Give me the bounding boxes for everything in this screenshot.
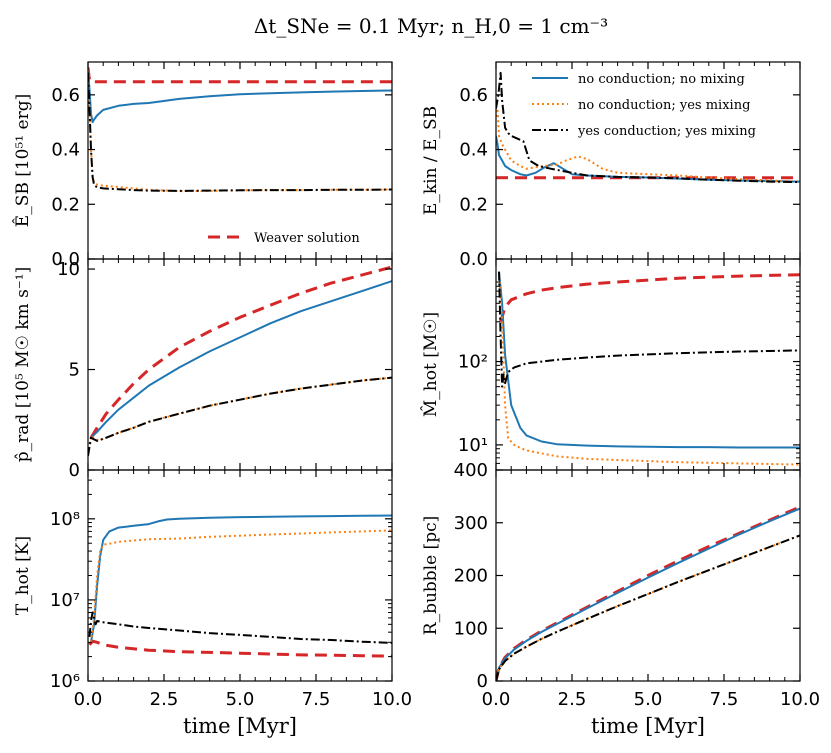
x-tick-label: 2.5 [150,689,179,710]
panel-esb: 0.0 0.2 0.4 0.6 Ê_SB [10⁵¹ erg] Weaver soluti… [12,61,393,270]
y-tick-label: 0.4 [51,140,80,161]
series-line-no-cond-no-mix [496,507,800,681]
legend: no conduction; no mixing no conduction; y… [532,72,756,139]
series-line-no-cond-no-mix [90,280,392,439]
y-axis-label: Ê_SB [10⁵¹ erg] [12,94,33,227]
series-group [496,71,800,184]
panel-rbubble: 0 100 200 300 400 0.0 2.5 5.0 7.5 10.0 R_bubble [p… [421,460,820,738]
y-tick-label: 0 [69,460,80,481]
y-tick-label: 0.2 [51,194,80,215]
y-tick-label: 400 [454,460,488,481]
series-line-no-cond-yes-mix [88,376,392,455]
panels: 0.0 0.2 0.4 0.6 Ê_SB [10⁵¹ erg] Weaver soluti… [12,61,820,738]
series-line-no-cond-no-mix [498,271,800,449]
y-tick-label: 10⁶ [50,671,80,692]
x-tick-label: 5.0 [226,689,255,710]
series-line-weaver [88,639,392,658]
y-tick-label: 200 [454,566,488,587]
y-tick-label: 0.6 [459,85,488,106]
series-line-no-cond-yes-mix [88,70,392,193]
panel-thot: 10⁶ 10⁷ 10⁸ 0.0 2.5 5.0 7.5 10.0 T_hot [K] time [… [13,469,412,738]
y-tick-label: 0.0 [51,249,80,270]
series-line-no-cond-no-mix [90,514,392,643]
figure-title: Δt_SNe = 0.1 Myr; n_H,0 = 1 cm⁻³ [254,14,608,38]
axes-frame [87,258,393,471]
x-tick-label: 10.0 [780,689,820,710]
axes-frame [495,258,801,471]
y-tick-label: 10² [458,352,488,373]
series-line-no-cond-no-mix [496,135,800,183]
legend-label: no conduction; yes mixing [578,98,750,113]
y-tick-label: 0.6 [51,85,80,106]
legend-label: no conduction; no mixing [578,72,745,87]
panel-ekin: 0.0 0.2 0.4 0.6 E_kin / E_SB no conduction; n… [421,61,801,270]
y-tick-label: 5 [69,360,80,381]
y-axis-label: E_kin / E_SB [421,106,441,215]
y-tick-label: 0.0 [459,249,488,270]
y-tick-label: 10¹ [458,435,488,456]
y-axis-label: M̂_hot [M☉] [421,312,441,417]
y-axis-label: T_hot [K] [13,536,33,615]
series-group [88,514,392,658]
series-line-yes-cond-yes-mix [496,71,800,184]
y-tick-label: 10 [57,259,80,280]
series-line-no-cond-no-mix [88,70,392,124]
y-tick-label: 0 [477,671,488,692]
series-group [498,271,800,466]
series-line-yes-cond-yes-mix [88,376,392,457]
series-line-no-cond-yes-mix [496,534,800,681]
x-tick-label: 0.0 [74,689,103,710]
x-axis-label: time [Myr] [591,714,705,738]
x-tick-label: 7.5 [710,689,739,710]
legend: Weaver solution [208,231,360,246]
x-axis-label: time [Myr] [183,714,297,738]
series-line-yes-cond-yes-mix [88,611,392,644]
y-tick-label: 0.2 [459,194,488,215]
series-line-weaver [88,67,392,84]
x-tick-label: 2.5 [558,689,587,710]
series-line-yes-cond-yes-mix [496,534,800,681]
panel-mhot: 10¹ 10² M̂_hot [M☉] [421,258,801,471]
legend-label: yes conduction; yes mixing [577,124,756,139]
y-tick-label: 10⁷ [50,590,80,611]
y-tick-label: 300 [454,513,488,534]
y-tick-label: 100 [454,618,488,639]
panel-prad: 0 5 10 p̂_rad [10⁵ M☉ km s⁻¹] [13,258,393,481]
series-line-weaver [89,265,392,439]
series-line-yes-cond-yes-mix [88,72,392,192]
y-axis-label: R_bubble [pc] [421,516,441,635]
series-group [88,67,392,193]
y-axis-label: p̂_rad [10⁵ M☉ km s⁻¹] [13,267,33,462]
x-tick-label: 7.5 [302,689,331,710]
series-line-no-cond-yes-mix [90,529,392,643]
series-group [496,505,800,681]
series-line-no-cond-yes-mix [498,271,800,466]
legend-label: Weaver solution [254,231,360,246]
y-tick-label: 0.4 [459,140,488,161]
x-tick-label: 0.0 [482,689,511,710]
series-group [88,265,392,457]
x-tick-label: 10.0 [372,689,412,710]
y-tick-label: 10⁸ [50,509,80,530]
x-tick-label: 5.0 [634,689,663,710]
axes-frame [495,61,801,260]
series-line-yes-cond-yes-mix [498,271,800,388]
series-line-weaver [499,273,800,323]
series-line-no-cond-yes-mix [496,107,800,183]
